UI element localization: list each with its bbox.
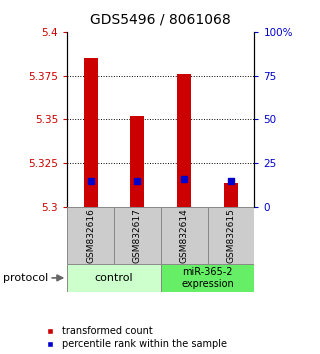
Bar bbox=[208, 207, 254, 264]
Bar bbox=[161, 207, 208, 264]
Bar bbox=[67, 207, 114, 264]
Bar bbox=[224, 183, 238, 207]
Bar bbox=[161, 264, 254, 292]
Text: control: control bbox=[95, 273, 133, 283]
Bar bbox=[67, 264, 161, 292]
Bar bbox=[177, 74, 191, 207]
Bar bbox=[114, 207, 161, 264]
Text: GSM832617: GSM832617 bbox=[133, 208, 142, 263]
Legend: transformed count, percentile rank within the sample: transformed count, percentile rank withi… bbox=[40, 326, 228, 349]
Text: GDS5496 / 8061068: GDS5496 / 8061068 bbox=[90, 12, 230, 27]
Text: GSM832615: GSM832615 bbox=[227, 208, 236, 263]
Bar bbox=[130, 116, 144, 207]
Text: protocol: protocol bbox=[3, 273, 48, 283]
Text: miR-365-2
expression: miR-365-2 expression bbox=[181, 267, 234, 289]
Text: GSM832616: GSM832616 bbox=[86, 208, 95, 263]
Bar bbox=[84, 58, 98, 207]
Text: GSM832614: GSM832614 bbox=[180, 208, 189, 263]
